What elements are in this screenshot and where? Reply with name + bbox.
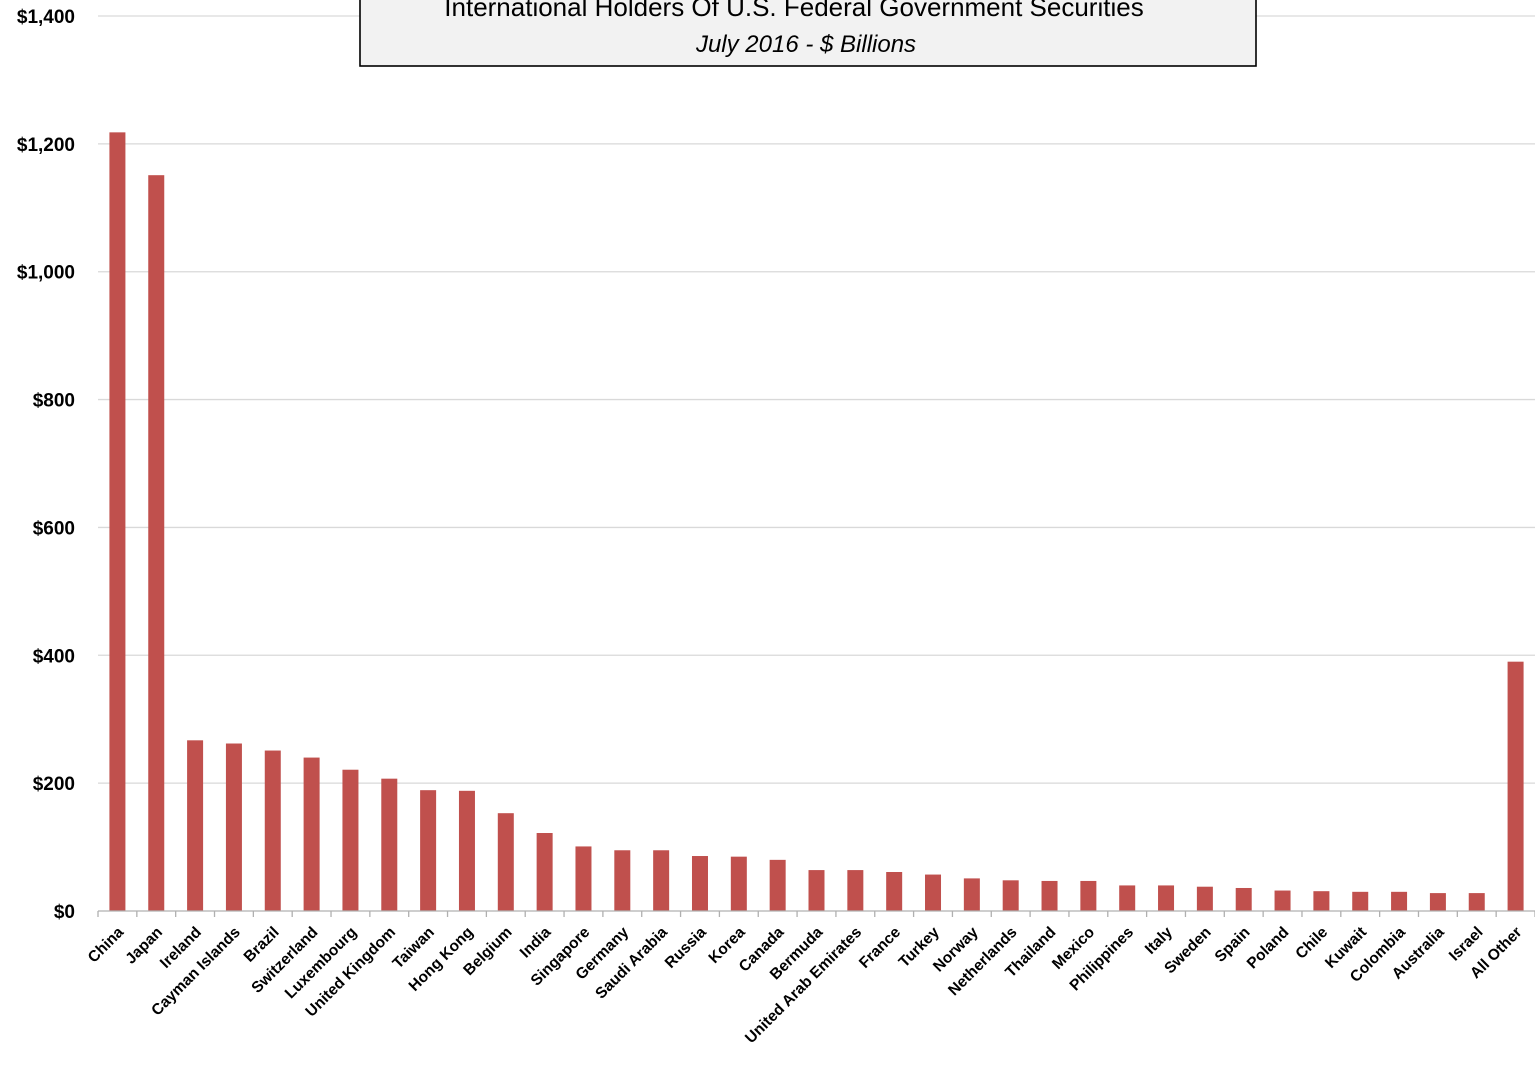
bar [847, 870, 864, 911]
bar [614, 850, 631, 911]
bar [1002, 880, 1019, 911]
chart-subtitle: July 2016 - $ Billions [695, 31, 916, 58]
bar [1468, 893, 1485, 911]
bar [1429, 893, 1446, 911]
bar [1235, 887, 1252, 911]
bar [148, 175, 165, 912]
x-tick-label: China [85, 924, 128, 967]
bar [769, 859, 786, 911]
x-axis [97, 910, 1535, 917]
y-tick-label: $400 [33, 646, 75, 667]
bar [1119, 885, 1136, 911]
bar [1391, 891, 1408, 911]
bar [536, 833, 553, 911]
bar [497, 813, 514, 911]
bar [1352, 891, 1369, 911]
bar [1507, 661, 1524, 911]
bar [691, 856, 708, 911]
chart-title-box: International Holders Of U.S. Federal Go… [359, 0, 1257, 67]
bar [420, 790, 437, 911]
bar [225, 743, 242, 911]
x-tick-label: Russia [662, 924, 710, 972]
bar [458, 790, 475, 911]
x-tick-label: France [856, 924, 904, 972]
bar [808, 870, 825, 911]
bar [653, 850, 670, 911]
bar [1080, 880, 1097, 911]
bar [1041, 880, 1058, 911]
bar [1313, 891, 1330, 911]
gridlines [98, 15, 1535, 784]
title-box-frame [359, 0, 1257, 67]
bar [381, 778, 398, 911]
bar [963, 878, 980, 911]
bar [1196, 886, 1213, 911]
y-tick-label: $1,200 [17, 135, 75, 156]
bar [264, 750, 281, 911]
y-tick-label: $1,400 [17, 7, 75, 28]
y-tick-label: $800 [33, 391, 75, 412]
bar [1274, 890, 1291, 911]
bars [109, 132, 1524, 912]
bar [342, 769, 359, 911]
x-tick-label: Italy [1142, 924, 1176, 958]
bar [303, 757, 320, 911]
bar [187, 740, 204, 911]
y-tick-label: $0 [54, 902, 75, 923]
bar [886, 872, 903, 911]
y-axis-tick-labels: $0 $200 $400 $600 $800 $1,000 $1,200 $1,400 [17, 7, 75, 923]
bar [575, 846, 592, 911]
y-tick-label: $1,000 [17, 263, 75, 284]
bar [730, 856, 747, 911]
y-tick-label: $200 [33, 774, 75, 795]
bar [925, 874, 942, 911]
x-tick-label: Poland [1244, 924, 1293, 973]
y-tick-label: $600 [33, 518, 75, 539]
bar [109, 132, 126, 912]
chart-title: International Holders Of U.S. Federal Go… [444, 0, 1143, 22]
bar [1158, 885, 1175, 911]
